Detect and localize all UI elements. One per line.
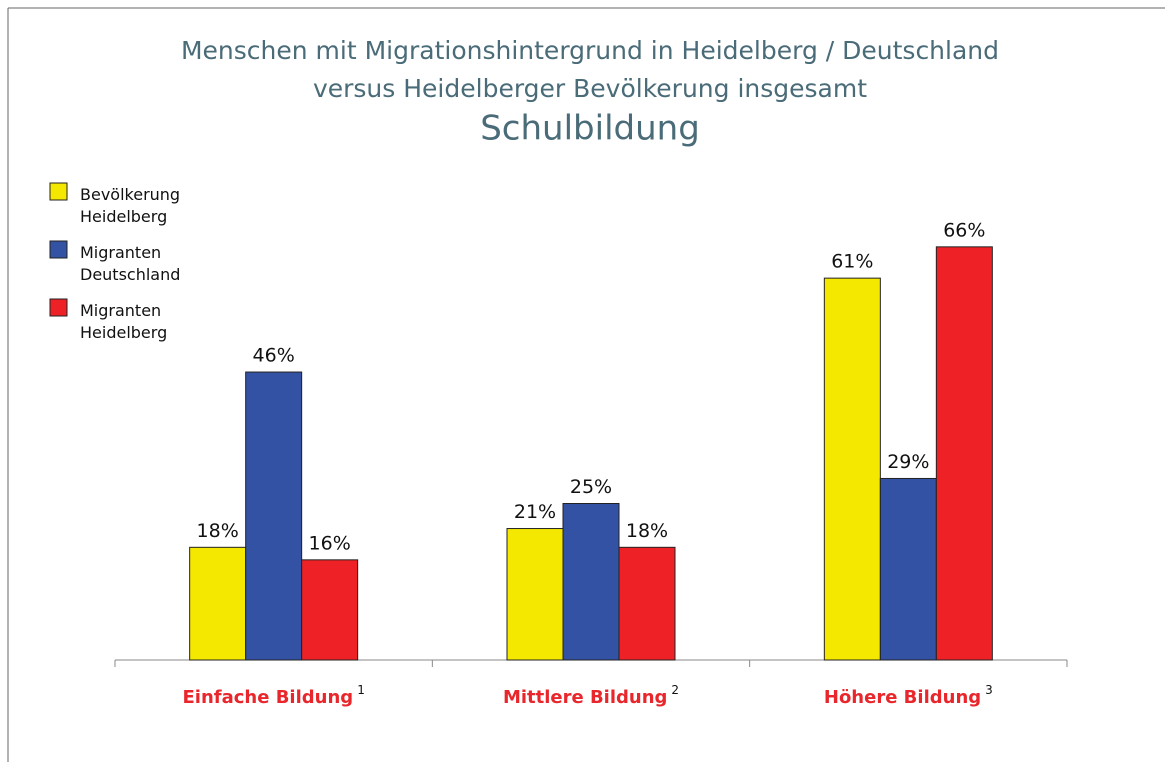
legend-swatch: [49, 298, 68, 317]
data-label: 25%: [570, 476, 612, 498]
data-label: 18%: [197, 520, 239, 542]
bar: [189, 546, 247, 661]
category-name: Mittlere Bildung: [503, 687, 667, 708]
category-name: Höhere Bildung: [824, 687, 981, 708]
bar: [506, 528, 564, 661]
x-tick-label: Mittlere Bildung 2: [503, 683, 679, 709]
bar: [301, 559, 359, 661]
bar: [823, 277, 881, 661]
chart-title: versus Heidelberger Bevölkerung insgesam…: [313, 74, 867, 103]
x-tick-label: Höhere Bildung 3: [824, 683, 993, 709]
bar: [245, 371, 303, 661]
category-note: 2: [671, 683, 679, 697]
data-label: 18%: [626, 520, 668, 542]
legend-swatch: [49, 240, 68, 259]
chart-subtitle: Schulbildung: [480, 109, 700, 149]
legend-label: Migranten Deutschland: [80, 243, 180, 284]
legend-label: Migranten Heidelberg: [80, 301, 167, 342]
data-label: 21%: [514, 501, 556, 523]
legend-label: Bevölkerung Heidelberg: [80, 185, 180, 226]
data-label: 16%: [309, 532, 351, 554]
bar: [562, 503, 620, 661]
category-name: Einfache Bildung: [183, 687, 354, 708]
bar: [879, 477, 937, 661]
chart-title: Menschen mit Migrationshintergrund in He…: [181, 36, 999, 65]
category-note: 1: [357, 683, 365, 697]
category-note: 3: [985, 683, 993, 697]
bar: [618, 546, 676, 661]
data-label: 61%: [831, 251, 873, 273]
data-label: 66%: [943, 219, 985, 241]
x-tick-label: Einfache Bildung 1: [183, 683, 365, 709]
bar: [935, 246, 993, 661]
data-label: 46%: [253, 345, 295, 367]
data-label: 29%: [887, 451, 929, 473]
legend-swatch: [49, 182, 68, 201]
